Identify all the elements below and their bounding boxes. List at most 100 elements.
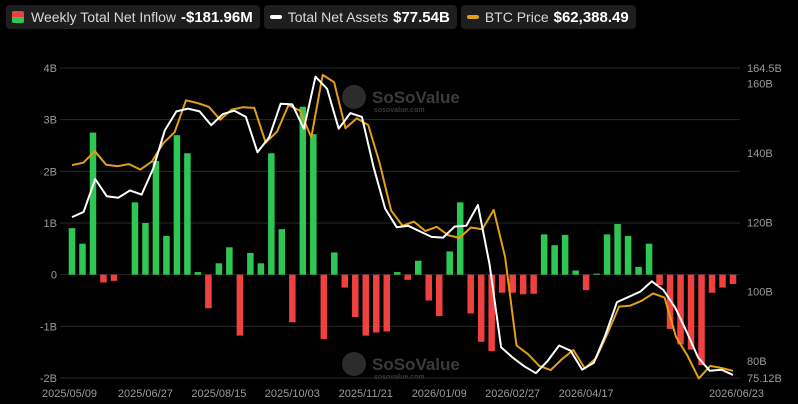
- btc-swatch: [466, 15, 479, 19]
- inflow-bar: [215, 263, 223, 275]
- inflow-bar: [110, 274, 118, 281]
- inflow-bar: [425, 274, 432, 301]
- right-tick-label: 140B: [747, 148, 773, 160]
- left-axis: 4B 3B 2B 1B 0 -1B -2B: [40, 63, 57, 385]
- inflow-bar: [142, 223, 149, 275]
- inflow-bar: [79, 243, 86, 275]
- inflow-bar: [488, 274, 495, 352]
- inflow-bar: [236, 274, 244, 336]
- x-tick-label: 2025/10/03: [265, 388, 320, 400]
- inflow-bar: [310, 134, 317, 275]
- inflow-bar: [226, 247, 233, 275]
- inflow-bar: [572, 270, 579, 275]
- inflow-bar: [194, 272, 202, 275]
- inflow-bar: [708, 274, 716, 293]
- inflow-bar: [509, 274, 516, 293]
- left-tick-label: 4B: [44, 63, 57, 75]
- inflow-bar: [299, 106, 307, 275]
- inflow-bar: [540, 234, 548, 275]
- inflow-bar: [331, 252, 338, 275]
- watermark-sub-0: sosovalue.com: [374, 107, 425, 114]
- inflow-bar: [477, 274, 485, 342]
- left-tick-label: 2B: [44, 166, 57, 178]
- inflow-swatch: [12, 11, 24, 23]
- inflow-bar: [289, 274, 296, 323]
- right-tick-label: 164.5B: [747, 63, 782, 75]
- total-net-assets-line: [71, 75, 734, 376]
- right-tick-label: 75.12B: [747, 373, 782, 385]
- inflow-bar: [530, 274, 537, 294]
- right-tick-label: 120B: [747, 217, 773, 229]
- x-tick-label: 2025/06/27: [118, 388, 173, 400]
- watermark-text-0: SoSoValue: [372, 88, 460, 107]
- inflow-bar: [519, 274, 527, 295]
- inflow-bar: [404, 274, 411, 280]
- x-tick-label: 2025/11/21: [339, 388, 393, 400]
- inflow-bar: [603, 234, 611, 275]
- inflow-bar: [687, 274, 695, 350]
- x-axis: 2025/05/09 2025/06/27 2025/08/15 2025/10/03…: [42, 388, 764, 400]
- legend-btc-value: $62,388.49: [553, 8, 629, 26]
- inflow-bar: [614, 224, 621, 275]
- x-tick-label: 2025/08/15: [191, 388, 246, 400]
- legend-inflow-chip[interactable]: Weekly Total Net Inflow -$181.96M: [6, 5, 260, 29]
- right-tick-label: 160B: [747, 79, 773, 91]
- inflow-bar: [435, 274, 443, 316]
- left-tick-label: -2B: [40, 373, 57, 385]
- inflow-bar: [635, 266, 642, 275]
- inflow-bar: [645, 243, 653, 275]
- inflow-bar: [173, 135, 181, 275]
- inflow-bar: [729, 274, 737, 284]
- inflow-bar: [414, 260, 422, 275]
- legend-assets-value: $77.54B: [393, 8, 450, 26]
- inflow-bar: [131, 202, 139, 275]
- assets-swatch: [269, 15, 282, 19]
- inflow-bar: [467, 274, 474, 314]
- inflow-bar: [100, 274, 107, 283]
- x-tick-label: 2026/01/09: [412, 388, 467, 400]
- x-tick-label: 2025/05/09: [42, 388, 97, 400]
- inflow-bar: [184, 153, 191, 275]
- inflow-bar: [205, 274, 212, 309]
- watermark-text-1: SoSoValue: [372, 355, 460, 374]
- inflow-bar: [68, 228, 76, 275]
- inflow-bar: [656, 274, 663, 285]
- left-tick-label: 0: [51, 270, 57, 282]
- watermark-logo-0: [342, 85, 366, 109]
- inflow-bar: [551, 245, 558, 275]
- inflow-bar: [163, 235, 170, 275]
- series-lines[interactable]: [71, 73, 734, 380]
- inflow-bar: [373, 274, 380, 333]
- legend-btc-chip[interactable]: BTC Price $62,388.49: [460, 5, 636, 29]
- legend-btc-label: BTC Price: [484, 9, 549, 25]
- watermark: SoSoValuesosovalue.comSoSoValuesosovalue…: [342, 85, 460, 381]
- inflow-bar: [152, 161, 160, 275]
- inflow-bar: [268, 153, 275, 275]
- inflow-bar: [383, 274, 391, 332]
- x-tick-label: 2026/02/27: [485, 388, 540, 400]
- inflow-bar: [561, 234, 569, 275]
- inflow-bar: [698, 274, 705, 366]
- right-axis: 164.5B 160B 140B 120B 100B 80B 75.12B: [747, 63, 782, 385]
- inflow-bar: [624, 235, 632, 275]
- inflow-bar: [247, 252, 254, 275]
- inflow-bar: [498, 274, 506, 293]
- inflow-bar: [320, 274, 328, 340]
- left-tick-label: -1B: [40, 321, 57, 333]
- inflow-bar: [89, 132, 97, 275]
- watermark-logo-1: [342, 352, 366, 376]
- right-tick-label: 100B: [747, 287, 773, 299]
- inflow-bar: [593, 273, 600, 275]
- legend-assets-label: Total Net Assets: [287, 9, 389, 25]
- inflow-bar: [362, 274, 370, 336]
- legend-inflow-value: -$181.96M: [181, 8, 253, 26]
- inflow-bar: [666, 274, 674, 329]
- inflow-bar: [677, 274, 684, 345]
- x-tick-label: 2026/04/17: [559, 388, 614, 400]
- left-tick-label: 3B: [44, 115, 57, 127]
- chart-legend: Weekly Total Net Inflow -$181.96M Total …: [6, 5, 636, 29]
- x-tick-label: 2026/06/23: [709, 388, 764, 400]
- right-tick-label: 80B: [747, 356, 767, 368]
- legend-assets-chip[interactable]: Total Net Assets $77.54B: [263, 5, 457, 29]
